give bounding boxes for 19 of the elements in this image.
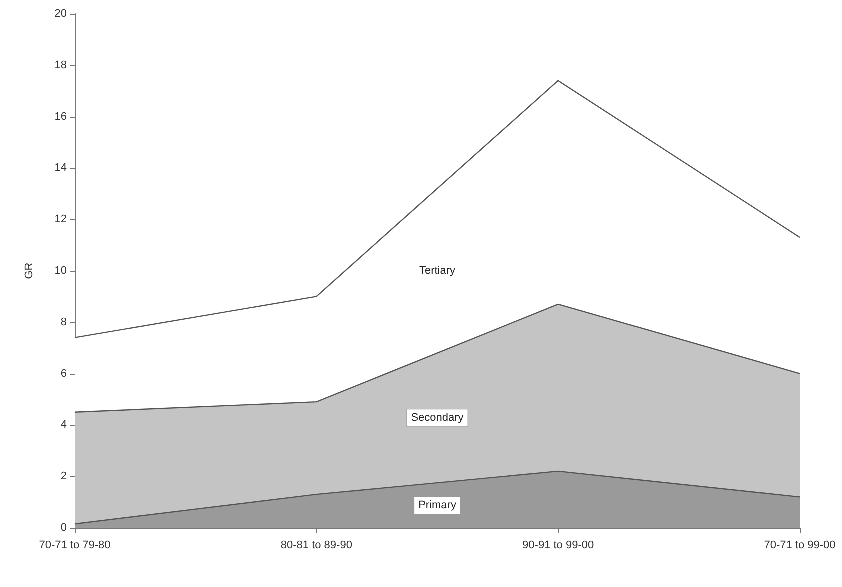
series-label: Tertiary bbox=[419, 265, 456, 277]
y-tick-label: 2 bbox=[60, 470, 67, 483]
x-tick-label: 80-81 to 89-90 bbox=[280, 540, 352, 552]
y-tick-label: 0 bbox=[60, 522, 67, 534]
x-tick-label: 70-71 to 79-80 bbox=[39, 540, 111, 552]
y-tick-label: 16 bbox=[54, 110, 67, 123]
y-tick-label: 18 bbox=[54, 59, 67, 72]
y-tick-label: 10 bbox=[54, 265, 67, 277]
y-tick-label: 6 bbox=[60, 368, 67, 380]
y-axis-title: GR bbox=[24, 262, 36, 280]
series-label: Secondary bbox=[411, 412, 464, 424]
y-tick-label: 12 bbox=[54, 214, 67, 226]
y-tick-label: 8 bbox=[60, 316, 67, 328]
x-tick-label: 90-91 to 99-00 bbox=[522, 540, 594, 552]
series-label: Primary bbox=[418, 500, 457, 512]
x-tick-label: 70-71 to 99-00 bbox=[764, 540, 836, 552]
y-tick-label: 4 bbox=[60, 419, 67, 432]
y-tick-label: 14 bbox=[54, 162, 67, 174]
y-tick-label: 20 bbox=[54, 8, 67, 20]
